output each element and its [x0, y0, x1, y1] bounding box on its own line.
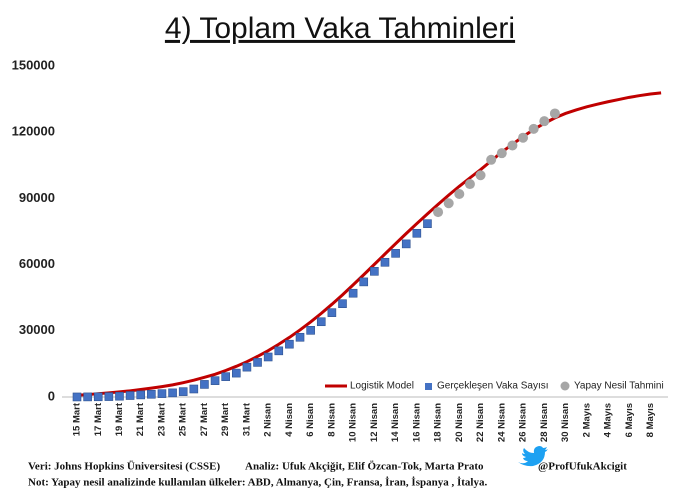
x-tick-label: 17 Mart — [93, 402, 104, 436]
actual-point — [157, 389, 167, 398]
actual-point — [125, 391, 135, 400]
forecast-point — [507, 140, 518, 151]
actual-point — [370, 267, 379, 276]
actual-point — [189, 384, 199, 394]
forecast-point — [528, 123, 539, 134]
x-tick-label: 6 Nisan — [305, 403, 316, 437]
forecast-point — [486, 154, 497, 165]
x-tick-label: 2 Mayıs — [581, 403, 592, 437]
y-tick-label: 60000 — [19, 256, 55, 271]
actual-point — [72, 392, 82, 402]
actual-point — [168, 388, 177, 398]
forecast-point — [549, 108, 560, 119]
actual-point — [348, 288, 358, 298]
x-tick-label: 4 Nisan — [284, 403, 295, 437]
y-tick-label: 30000 — [19, 322, 55, 337]
actual-point — [295, 332, 305, 342]
actual-point — [380, 257, 390, 267]
x-tick-label: 28 Nisan — [539, 403, 550, 442]
x-tick-label: 27 Mart — [199, 402, 210, 436]
x-tick-label: 23 Mart — [156, 402, 167, 436]
x-tick-label: 8 Nisan — [326, 403, 337, 437]
x-tick-label: 24 Nisan — [496, 403, 507, 442]
legend-swatch — [560, 381, 570, 391]
y-tick-label: 120000 — [12, 124, 55, 139]
x-tick-label: 15 Mart — [72, 402, 83, 436]
forecast-point — [539, 116, 550, 127]
source: Veri: Johns Hopkins Üniversitesi (CSSE) — [28, 460, 220, 473]
y-tick-label: 90000 — [19, 190, 55, 205]
forecast-point — [454, 188, 465, 199]
x-tick-label: 10 Nisan — [348, 403, 359, 442]
actual-point — [104, 392, 114, 401]
x-tick-label: 19 Mart — [114, 402, 125, 436]
forecast-point — [496, 148, 507, 159]
actual-point — [338, 299, 347, 308]
x-tick-label: 30 Nisan — [560, 403, 571, 442]
legend-label: Yapay Nesil Tahmini — [574, 381, 664, 392]
forecast-point — [475, 170, 486, 181]
actual-point — [306, 326, 315, 335]
note: Not: Yapay nesil analizinde kullanılan ü… — [28, 477, 487, 489]
model-line — [76, 91, 662, 397]
x-tick-label: 18 Nisan — [433, 403, 444, 442]
forecast-point — [464, 179, 475, 190]
x-tick-label: 21 Mart — [135, 402, 146, 436]
forecast-point — [518, 132, 529, 143]
x-tick-label: 16 Nisan — [411, 403, 422, 442]
actual-point — [412, 228, 422, 238]
actual-point — [391, 249, 400, 258]
analysis: Analiz: Ufuk Akçiğit, Elif Özcan-Tok, Ma… — [245, 460, 484, 473]
chart-title: 4) Toplam Vaka Tahminleri — [165, 12, 515, 45]
actual-point — [401, 239, 411, 249]
y-tick-label: 150000 — [12, 57, 55, 72]
actual-point — [115, 391, 124, 401]
actual-point — [327, 308, 337, 317]
x-tick-label: 2 Nisan — [263, 403, 274, 437]
x-tick-label: 12 Nisan — [369, 403, 380, 442]
forecast-point — [433, 207, 444, 218]
x-tick-label: 25 Mart — [178, 402, 189, 436]
actual-point — [83, 392, 92, 402]
actual-point — [242, 362, 252, 372]
legend-label: Logistik Model — [350, 381, 414, 392]
actual-point — [232, 368, 241, 378]
x-tick-label: 4 Mayıs — [603, 403, 614, 437]
actual-point — [423, 219, 432, 228]
actual-point — [253, 358, 262, 367]
forecast-point — [443, 198, 454, 209]
x-tick-label: 8 Mayıs — [645, 403, 656, 437]
x-tick-label: 14 Nisan — [390, 403, 401, 442]
twitter-icon — [518, 446, 548, 467]
x-tick-label: 29 Mart — [220, 402, 231, 436]
x-tick-label: 20 Nisan — [454, 403, 465, 442]
actual-point — [178, 387, 188, 396]
actual-point — [285, 339, 294, 349]
actual-point — [359, 277, 369, 287]
legend-swatch — [425, 383, 432, 390]
actual-point — [274, 346, 284, 356]
actual-point — [200, 380, 209, 389]
actual-point — [147, 389, 156, 399]
actual-point — [263, 352, 273, 362]
y-tick-label: 0 — [48, 388, 55, 403]
actual-point — [221, 372, 230, 381]
actual-point — [210, 376, 220, 385]
actual-point — [136, 390, 146, 400]
twitter: @ProfUfukAkcigit — [538, 461, 627, 473]
x-tick-label: 22 Nisan — [475, 403, 486, 442]
x-tick-label: 26 Nisan — [518, 403, 529, 442]
actual-point — [93, 392, 103, 402]
actual-point — [316, 317, 326, 327]
x-tick-label: 6 Mayıs — [624, 403, 635, 437]
x-tick-label: 31 Mart — [241, 402, 252, 436]
legend-label: Gerçekleşen Vaka Sayısı — [437, 381, 549, 392]
